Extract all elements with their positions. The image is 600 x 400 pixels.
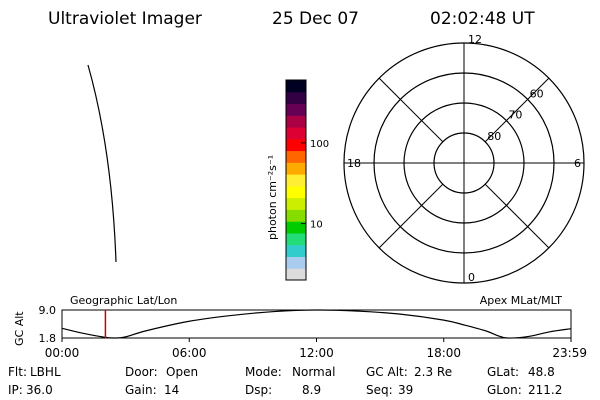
info-value: 8.9 (302, 383, 321, 397)
info-value: LBHL (30, 365, 61, 379)
colorbar-segment (286, 162, 306, 175)
colorbar-segment (286, 221, 306, 234)
info-label: Mode: (245, 365, 282, 379)
info-panel: Flt: LBHL Door: Open Mode: Normal GC Alt: 2.3 R… (8, 365, 562, 397)
orbit-xtick-label: 06:00 (172, 346, 207, 360)
time-label: 02:02:48 UT (430, 9, 535, 29)
info-label: IP: (8, 383, 23, 397)
colorbar-tick-label: 100 (310, 139, 329, 150)
orbit-plot: 9.0 1.800:00 06:00 12:00 18:00 23:59 (39, 304, 588, 360)
orbit-xtick-label: 12:00 (299, 346, 334, 360)
orbit-left-title: Geographic Lat/Lon (70, 294, 177, 307)
info-value: 2.3 Re (414, 365, 452, 379)
orbit-xtick-label: 23:59 (552, 346, 587, 360)
orbit-right-title: Apex MLat/MLT (480, 294, 563, 307)
info-value: 48.8 (528, 365, 555, 379)
colorbar-segment (286, 80, 306, 93)
info-label: Door: (125, 365, 158, 379)
colorbar-segment (286, 244, 306, 257)
colorbar-frame (285, 79, 307, 281)
colorbar-segment (286, 185, 306, 199)
polar-mlt-label: 0 (468, 271, 475, 284)
orbit-ytick-label: 9.0 (39, 304, 57, 317)
info-label: Dsp: (245, 383, 272, 397)
polar-diagonal-line (378, 183, 444, 249)
orbit-frame (61, 309, 572, 339)
colorbar-segment (286, 268, 306, 281)
colorbar-segment (286, 209, 306, 222)
orbit-xtick-label: 00:00 (45, 346, 80, 360)
info-value: 36.0 (26, 383, 53, 397)
colorbar-segment (286, 232, 306, 246)
colorbar: 100 10 (285, 79, 329, 281)
info-value: 39 (398, 383, 413, 397)
info-label: GLon: (487, 383, 522, 397)
colorbar-segment (286, 127, 306, 140)
orbit-altitude-line (61, 309, 572, 339)
polar-lat-label: 80 (487, 130, 501, 143)
info-value: 14 (164, 383, 179, 397)
date-label: 25 Dec 07 (272, 9, 359, 29)
colorbar-segment (286, 103, 306, 116)
colorbar-segment (286, 150, 306, 163)
colorbar-tick-label: 10 (310, 220, 323, 231)
colorbar-segment (286, 256, 306, 269)
info-label: Seq: (366, 383, 393, 397)
info-label: Gain: (125, 383, 157, 397)
colorbar-segment (286, 115, 306, 128)
colorbar-label: photon cm⁻²s⁻¹ (266, 155, 279, 240)
polar-lat-label: 60 (530, 87, 544, 100)
info-value: Normal (292, 365, 335, 379)
info-label: GLat: (487, 365, 519, 379)
image-limb-curve (87, 64, 117, 263)
orbit-ytick-label: 1.8 (39, 332, 57, 345)
info-value: 211.2 (528, 383, 562, 397)
polar-diagonal-line (484, 183, 550, 249)
orbit-ylabel: GC Alt (13, 311, 26, 346)
colorbar-segment (286, 138, 306, 152)
polar-diagonal-line (484, 77, 550, 143)
info-label: GC Alt: (366, 365, 408, 379)
colorbar-segment (286, 91, 306, 105)
colorbar-segment (286, 174, 306, 187)
orbit-xtick-label: 18:00 (426, 346, 461, 360)
instrument-title: Ultraviolet Imager (48, 9, 202, 29)
colorbar-segment (286, 197, 306, 210)
polar-mlt-label: 18 (347, 157, 361, 170)
polar-mlt-label: 6 (574, 157, 581, 170)
info-label: Flt: (8, 365, 27, 379)
polar-mlt-label: 12 (468, 33, 482, 46)
polar-diagonal-line (378, 77, 444, 143)
info-value: Open (166, 365, 198, 379)
polar-lat-label: 70 (508, 109, 522, 122)
